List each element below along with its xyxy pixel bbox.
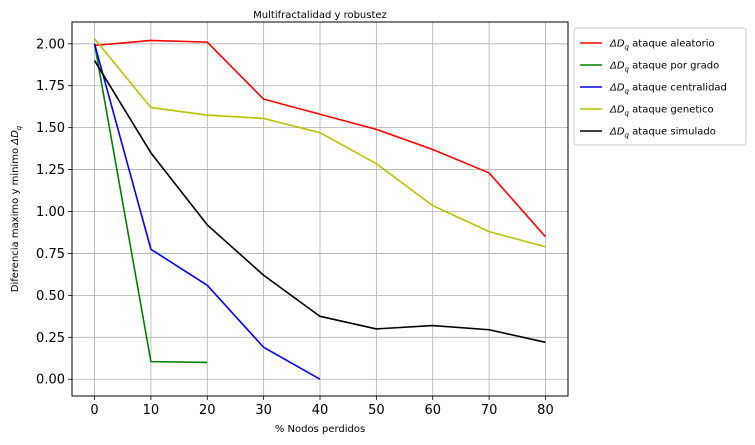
x-tick-label: 40 xyxy=(312,403,329,418)
y-axis-label-subscript: q xyxy=(15,125,23,130)
series-lines xyxy=(93,38,547,380)
x-axis-label: % Nodos perdidos xyxy=(275,424,365,435)
x-axis-ticks: 0 10 20 30 40 50 60 70 80 xyxy=(90,396,554,418)
x-tick-label: 10 xyxy=(143,403,160,418)
legend-frame xyxy=(573,27,747,146)
y-tick-label: 0.00 xyxy=(36,373,65,388)
x-tick-label: 70 xyxy=(481,403,498,418)
y-axis-label-symbol: ΔD xyxy=(10,130,21,146)
series-line-1 xyxy=(94,39,547,238)
legend-label-4: ΔDq ataque genetico xyxy=(609,105,714,118)
x-tick-label: 20 xyxy=(199,403,216,418)
y-tick-label: 1.00 xyxy=(36,205,65,220)
y-axis-ticks: 0.00 0.25 0.50 0.75 1.00 1.25 1.50 1.75 2.00 xyxy=(36,37,72,388)
y-tick-label: 1.50 xyxy=(36,121,65,136)
chart-title: Multifractalidad y robustez xyxy=(253,10,387,21)
x-tick-label: 80 xyxy=(537,403,554,418)
y-tick-label: 0.25 xyxy=(36,331,65,346)
y-axis-label-text: Diferencia maximo y minimo xyxy=(10,145,21,293)
x-tick-label: 60 xyxy=(424,403,441,418)
y-tick-label: 0.50 xyxy=(36,289,65,304)
x-tick-label: 30 xyxy=(255,403,272,418)
y-tick-label: 1.75 xyxy=(36,79,65,94)
legend-label-3: ΔDq ataque centralidad xyxy=(609,83,727,96)
x-tick-label: 50 xyxy=(368,403,385,418)
series-line-4 xyxy=(93,38,546,248)
x-tick-label: 0 xyxy=(90,403,98,418)
y-tick-label: 1.25 xyxy=(36,163,65,178)
y-tick-label: 2.00 xyxy=(36,37,65,52)
y-axis-label: Diferencia maximo y minimo ΔDq xyxy=(10,125,23,292)
legend-label-2: ΔDq ataque por grado xyxy=(609,61,719,74)
legend: ΔDq ataque aleatorio ΔDq ataque por grado… xyxy=(573,27,747,146)
series-line-2 xyxy=(93,43,208,364)
legend-label-1: ΔDq ataque aleatorio xyxy=(609,39,715,52)
y-tick-label: 0.75 xyxy=(36,247,65,262)
series-line-3 xyxy=(93,43,321,380)
legend-label-5: ΔDq ataque simulado xyxy=(609,127,716,140)
series-line-5 xyxy=(93,60,546,344)
